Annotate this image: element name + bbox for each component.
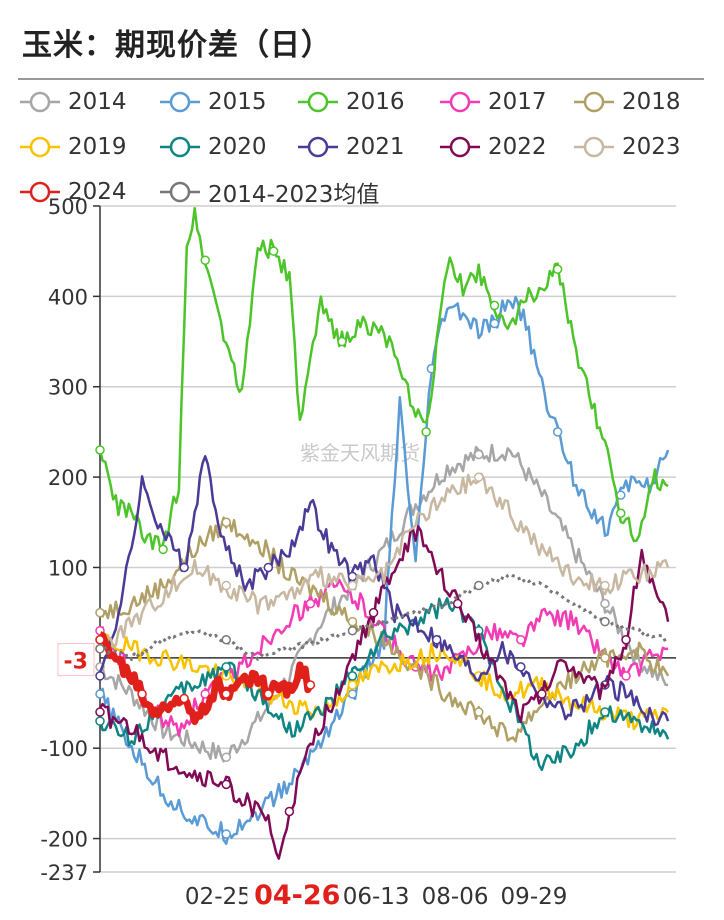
- current-value-label: -3: [64, 650, 88, 675]
- series-point-marker: [475, 708, 483, 716]
- series-point-marker: [601, 600, 609, 608]
- series-point-marker: [601, 654, 609, 662]
- series-point-marker: [222, 753, 230, 761]
- series-point-marker: [180, 694, 188, 702]
- series-point-marker: [180, 563, 188, 571]
- series-point-marker: [601, 618, 609, 626]
- series-point-marker: [517, 663, 525, 671]
- series-point-marker: [96, 645, 104, 653]
- series-point-marker: [622, 672, 630, 680]
- x-tick-label: 06-13: [343, 884, 410, 910]
- chart-canvas: 500 400 300 200 100 -100 -200 -237 紫金天风期货 -3 02-25…: [0, 0, 724, 920]
- x-tick-label: 04-26: [254, 880, 340, 911]
- series-point-marker: [348, 618, 356, 626]
- series-point-marker: [601, 708, 609, 716]
- series-point-marker: [475, 582, 483, 590]
- series-point-marker: [622, 636, 630, 644]
- series-point-marker: [348, 681, 356, 689]
- x-tick-label: 08-06: [422, 884, 489, 910]
- y-tick-label: 300: [48, 376, 88, 400]
- series-point-marker: [538, 690, 546, 698]
- series-point-marker: [264, 563, 272, 571]
- series-point-marker: [517, 636, 525, 644]
- series-point-marker: [348, 573, 356, 581]
- series-point-marker: [491, 319, 499, 327]
- series-point-marker: [306, 600, 314, 608]
- y-tick-label: -237: [40, 861, 88, 885]
- series-point-marker: [222, 690, 230, 698]
- series-point-marker: [475, 451, 483, 459]
- series-point-marker: [370, 609, 378, 617]
- series-line: [100, 445, 668, 761]
- series-point-marker: [264, 690, 272, 698]
- series-line: [100, 208, 668, 549]
- series-point-marker: [96, 609, 104, 617]
- y-tick-label: -100: [40, 737, 88, 761]
- series-point-marker: [348, 627, 356, 635]
- y-tick-label: 500: [48, 195, 88, 219]
- series-point-marker: [338, 338, 346, 346]
- series-point-marker: [491, 301, 499, 309]
- series-point-marker: [222, 582, 230, 590]
- series-point-marker: [96, 446, 104, 454]
- series-point-marker: [617, 509, 625, 517]
- series-point-marker: [96, 672, 104, 680]
- y-tick-label: 200: [48, 466, 88, 490]
- series-point-marker: [306, 681, 314, 689]
- watermark-text: 紫金天风期货: [300, 441, 420, 465]
- series-point-marker: [475, 473, 483, 481]
- series-point-marker: [96, 708, 104, 716]
- series-point-marker: [222, 780, 230, 788]
- series-point-marker: [222, 636, 230, 644]
- series-point-marker: [222, 518, 230, 526]
- series-point-marker: [285, 807, 293, 815]
- x-tick-label: 09-29: [501, 884, 568, 910]
- x-tick-label: 02-25: [185, 884, 252, 910]
- series-point-marker: [222, 663, 230, 671]
- y-tick-label: 100: [48, 556, 88, 580]
- series-point-marker: [96, 636, 104, 644]
- series-point-marker: [270, 247, 278, 255]
- series-point-marker: [554, 428, 562, 436]
- series-point-marker: [554, 265, 562, 273]
- series-point-marker: [433, 636, 441, 644]
- series-point-marker: [601, 582, 609, 590]
- series-point-marker: [348, 690, 356, 698]
- y-tick-label: -200: [40, 828, 88, 852]
- series-point-marker: [422, 428, 430, 436]
- series-point-marker: [201, 256, 209, 264]
- series-point-marker: [348, 582, 356, 590]
- series-point-marker: [96, 717, 104, 725]
- series-point-marker: [159, 545, 167, 553]
- y-tick-label: 400: [48, 285, 88, 309]
- series-point-marker: [138, 690, 146, 698]
- series-point-marker: [96, 690, 104, 698]
- series-point-marker: [222, 830, 230, 838]
- series-point-marker: [454, 600, 462, 608]
- series-point-marker: [348, 672, 356, 680]
